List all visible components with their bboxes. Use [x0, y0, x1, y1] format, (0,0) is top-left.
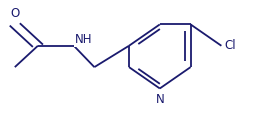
Text: N: N	[155, 93, 164, 106]
Text: O: O	[10, 7, 19, 20]
Text: Cl: Cl	[224, 39, 236, 52]
Text: NH: NH	[75, 33, 93, 46]
